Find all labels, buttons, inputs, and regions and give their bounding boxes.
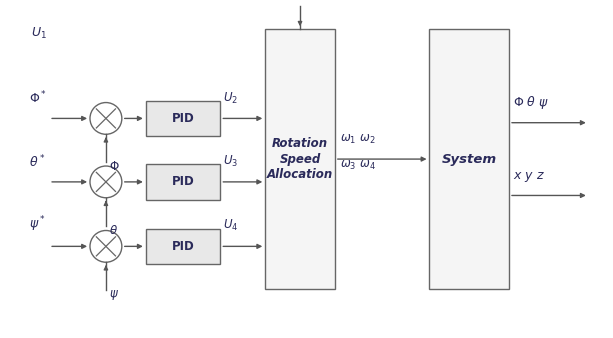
Bar xyxy=(265,29,335,289)
Text: $U_4$: $U_4$ xyxy=(223,218,238,234)
Text: PID: PID xyxy=(172,175,194,188)
Text: $\theta^*$: $\theta^*$ xyxy=(29,153,46,170)
Text: $x\ y\ z$: $x\ y\ z$ xyxy=(513,170,545,184)
Text: $\Phi$: $\Phi$ xyxy=(109,160,120,173)
Bar xyxy=(430,29,509,289)
Text: $\theta$: $\theta$ xyxy=(109,223,118,237)
Bar xyxy=(146,164,221,200)
Text: Speed: Speed xyxy=(280,152,321,166)
Bar xyxy=(146,228,221,264)
Text: PID: PID xyxy=(172,112,194,125)
Text: PID: PID xyxy=(172,240,194,253)
Text: $\psi$: $\psi$ xyxy=(109,288,119,302)
Text: System: System xyxy=(442,152,497,166)
Text: $\psi^*$: $\psi^*$ xyxy=(29,215,46,235)
Text: $\omega_3\ \omega_4$: $\omega_3\ \omega_4$ xyxy=(340,159,376,172)
Text: $U_2$: $U_2$ xyxy=(223,91,238,105)
Text: $\Phi\ \theta\ \psi$: $\Phi\ \theta\ \psi$ xyxy=(513,94,549,111)
Text: $U_1$: $U_1$ xyxy=(31,26,47,41)
Text: $\Phi^*$: $\Phi^*$ xyxy=(29,90,47,106)
Text: Rotation: Rotation xyxy=(272,137,328,150)
Text: $U_3$: $U_3$ xyxy=(223,154,238,169)
Bar xyxy=(146,101,221,136)
Text: Allocation: Allocation xyxy=(267,168,333,182)
Text: $\omega_1\ \omega_2$: $\omega_1\ \omega_2$ xyxy=(340,133,375,146)
